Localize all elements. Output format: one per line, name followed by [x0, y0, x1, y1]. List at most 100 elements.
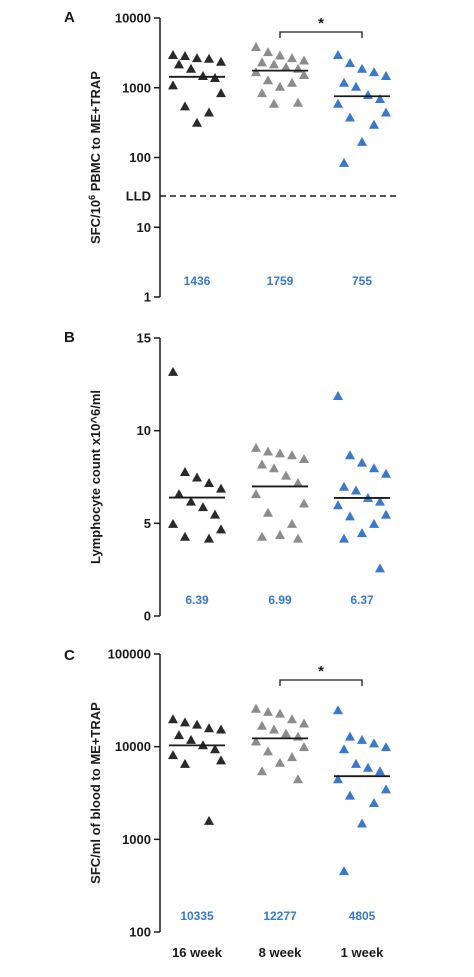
data-point: [204, 107, 214, 117]
data-point: [192, 53, 202, 63]
data-point: [263, 75, 273, 85]
data-point: [287, 518, 297, 528]
data-point: [275, 708, 285, 718]
data-point: [210, 744, 220, 754]
data-point: [269, 463, 279, 473]
y-tick-label: 100: [129, 150, 151, 165]
data-point: [293, 97, 303, 107]
y-tick-label: 0: [144, 609, 151, 624]
data-point: [287, 450, 297, 460]
data-point: [381, 509, 391, 519]
y-tick-label: 1000: [122, 832, 151, 847]
median-label: 1759: [267, 274, 294, 288]
data-point: [192, 472, 202, 482]
data-point: [216, 483, 226, 493]
data-point: [299, 742, 309, 752]
data-point: [299, 69, 309, 79]
data-point: [369, 518, 379, 528]
data-point: [363, 762, 373, 772]
data-point: [204, 815, 214, 825]
data-point: [351, 81, 361, 91]
data-point: [216, 56, 226, 66]
data-point: [269, 59, 279, 69]
y-tick-label: 10: [137, 220, 151, 235]
data-point: [216, 88, 226, 98]
median-label: 6.39: [185, 593, 209, 607]
data-point: [345, 112, 355, 122]
data-point: [357, 818, 367, 828]
data-point: [168, 80, 178, 90]
data-point: [381, 468, 391, 478]
data-point: [168, 49, 178, 59]
data-point: [339, 866, 349, 876]
data-point: [375, 94, 385, 104]
x-category-label: 16 week: [172, 945, 223, 960]
data-point: [299, 718, 309, 728]
data-point: [357, 457, 367, 467]
data-point: [251, 42, 261, 52]
y-tick-label: 100000: [108, 647, 151, 662]
data-point: [257, 57, 267, 67]
data-point: [216, 755, 226, 765]
data-point: [339, 533, 349, 543]
panel-C: C 100 1000 10000 100000 SFC/ml of blood to ME…: [64, 647, 391, 940]
median-label: 10335: [180, 909, 214, 923]
panel-A: A 1 10 100 1000 10000 SFC/106 PBMC to ME+TRAP L…: [64, 9, 400, 305]
data-point: [381, 107, 391, 117]
data-point: [351, 485, 361, 495]
data-point: [375, 563, 385, 573]
y-tick-label: 15: [137, 331, 151, 346]
data-point: [168, 750, 178, 760]
data-point: [375, 766, 385, 776]
data-point: [333, 500, 343, 510]
significance-bracket: [279, 679, 363, 686]
data-point: [251, 489, 261, 499]
data-point: [369, 738, 379, 748]
data-point: [269, 724, 279, 734]
data-point: [293, 774, 303, 784]
median-label: 4805: [349, 909, 376, 923]
significance-label: *: [318, 15, 324, 32]
median-label: 1436: [184, 274, 211, 288]
data-point: [381, 742, 391, 752]
data-point: [275, 448, 285, 458]
median-label: 6.99: [268, 593, 292, 607]
data-point: [299, 55, 309, 65]
data-point: [333, 98, 343, 108]
data-point: [204, 723, 214, 733]
data-point: [333, 705, 343, 715]
data-point: [333, 390, 343, 400]
data-point: [180, 101, 190, 111]
data-point: [180, 466, 190, 476]
data-point: [287, 752, 297, 762]
data-point: [381, 70, 391, 80]
data-point: [275, 757, 285, 767]
data-point: [174, 730, 184, 740]
data-point: [216, 524, 226, 534]
data-point: [180, 758, 190, 768]
data-point: [186, 496, 196, 506]
data-point: [257, 531, 267, 541]
panel-letter-C: C: [64, 647, 75, 664]
data-point: [287, 77, 297, 87]
data-point: [251, 67, 261, 77]
data-point: [369, 797, 379, 807]
data-point: [275, 81, 285, 91]
data-point: [251, 736, 261, 746]
y-tick-label: 100: [129, 925, 151, 940]
data-point: [281, 62, 291, 72]
data-point: [257, 88, 267, 98]
data-point: [357, 136, 367, 146]
data-point: [345, 58, 355, 68]
y-axis-label: SFC/ml of blood to ME+TRAP: [88, 702, 103, 884]
data-point: [180, 50, 190, 60]
x-category-label: 8 week: [259, 945, 302, 960]
data-point: [345, 731, 355, 741]
data-point: [168, 518, 178, 528]
data-point: [174, 59, 184, 69]
data-point: [363, 90, 373, 100]
data-point: [281, 728, 291, 738]
data-point: [333, 774, 343, 784]
x-category-label: 1 week: [341, 945, 384, 960]
